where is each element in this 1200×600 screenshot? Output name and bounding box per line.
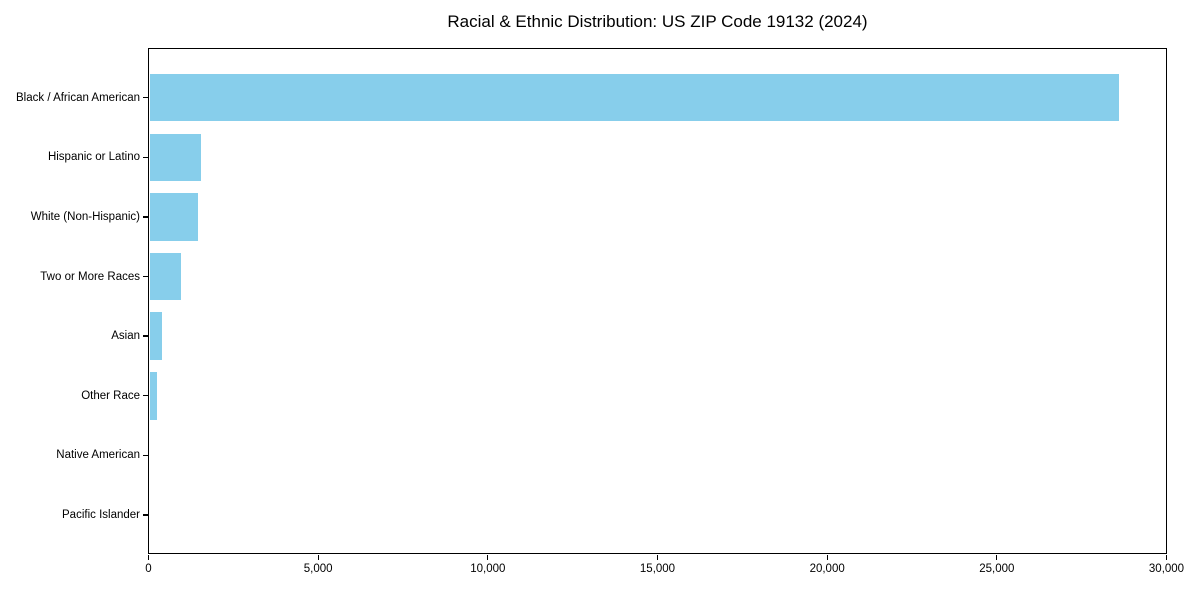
x-tick-mark xyxy=(317,554,319,560)
y-tick-mark xyxy=(143,156,148,158)
y-tick-mark xyxy=(143,514,148,516)
y-tick-label: Other Race xyxy=(81,389,140,402)
y-tick-label: Hispanic or Latino xyxy=(47,151,140,164)
y-tick-label: Two or More Races xyxy=(40,270,140,283)
bar xyxy=(149,252,182,301)
y-tick-label: Native American xyxy=(56,449,140,462)
x-tick-label: 20,000 xyxy=(809,563,845,575)
x-tick-mark xyxy=(996,554,998,560)
bar xyxy=(149,73,1119,122)
x-tick-mark xyxy=(487,554,489,560)
bar xyxy=(149,133,201,182)
y-tick-mark xyxy=(143,454,148,456)
y-tick-mark xyxy=(143,395,148,397)
x-tick-label: 0 xyxy=(145,563,152,575)
y-tick-label: Black / African American xyxy=(16,91,140,104)
chart-title: Racial & Ethnic Distribution: US ZIP Cod… xyxy=(447,12,868,31)
bar xyxy=(149,312,163,360)
plot-area xyxy=(148,48,1167,554)
y-tick-label: Asian xyxy=(111,330,140,343)
y-tick-label: Pacific Islander xyxy=(62,508,140,521)
y-tick-label: White (Non-Hispanic) xyxy=(30,210,140,223)
y-tick-mark xyxy=(143,216,148,218)
x-tick-label: 5,000 xyxy=(303,563,333,575)
x-tick-mark xyxy=(656,554,659,560)
x-tick-label: 30,000 xyxy=(1148,563,1185,575)
y-tick-mark xyxy=(143,335,148,337)
y-tick-mark xyxy=(143,97,148,99)
x-tick-label: 15,000 xyxy=(639,563,676,575)
x-tick-mark xyxy=(826,554,828,560)
y-tick-mark xyxy=(143,275,148,278)
x-tick-mark xyxy=(147,554,150,560)
x-tick-label: 10,000 xyxy=(470,563,506,575)
x-tick-mark xyxy=(1165,554,1168,560)
x-tick-label: 25,000 xyxy=(979,563,1015,575)
bar xyxy=(149,193,199,241)
bar xyxy=(149,372,158,420)
